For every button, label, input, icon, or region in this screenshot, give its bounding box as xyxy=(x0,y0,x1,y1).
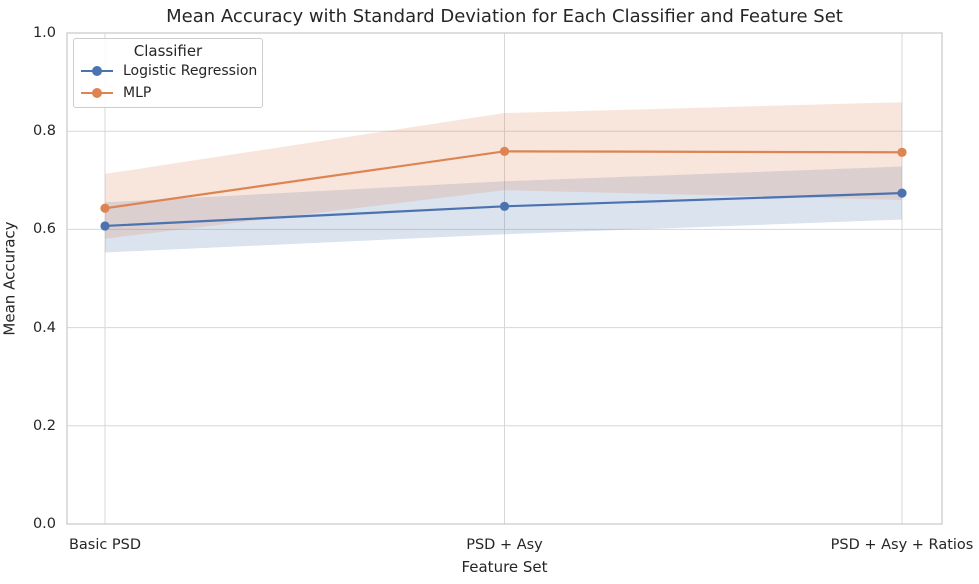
legend-entry-mlp: MLP xyxy=(74,82,262,104)
y-tick-label: 0.4 xyxy=(32,320,56,336)
legend: Classifier Logistic Regression MLP xyxy=(73,38,263,108)
legend-title: Classifier xyxy=(133,42,203,60)
y-axis-title: Mean Accuracy xyxy=(0,221,19,336)
x-tick-label: Basic PSD xyxy=(68,537,142,553)
y-tick-label: 0.2 xyxy=(32,418,56,434)
y-tick-label: 0.6 xyxy=(32,221,56,237)
line-marker-swatch-icon xyxy=(81,60,113,82)
y-tick-label: 1.0 xyxy=(32,25,56,41)
y-tick-label: 0.8 xyxy=(32,123,56,139)
x-tick-label: PSD + Asy xyxy=(466,537,543,553)
legend-entry-logistic-regression: Logistic Regression xyxy=(74,60,262,82)
y-tick-label: 0.0 xyxy=(32,516,56,532)
line-marker-swatch-icon xyxy=(81,82,113,104)
x-axis-title: Feature Set xyxy=(461,558,548,576)
legend-label: Logistic Regression xyxy=(123,63,258,79)
x-tick-label: PSD + Asy + Ratios xyxy=(830,537,974,553)
legend-label: MLP xyxy=(123,85,152,101)
chart-title: Mean Accuracy with Standard Deviation fo… xyxy=(166,6,843,27)
